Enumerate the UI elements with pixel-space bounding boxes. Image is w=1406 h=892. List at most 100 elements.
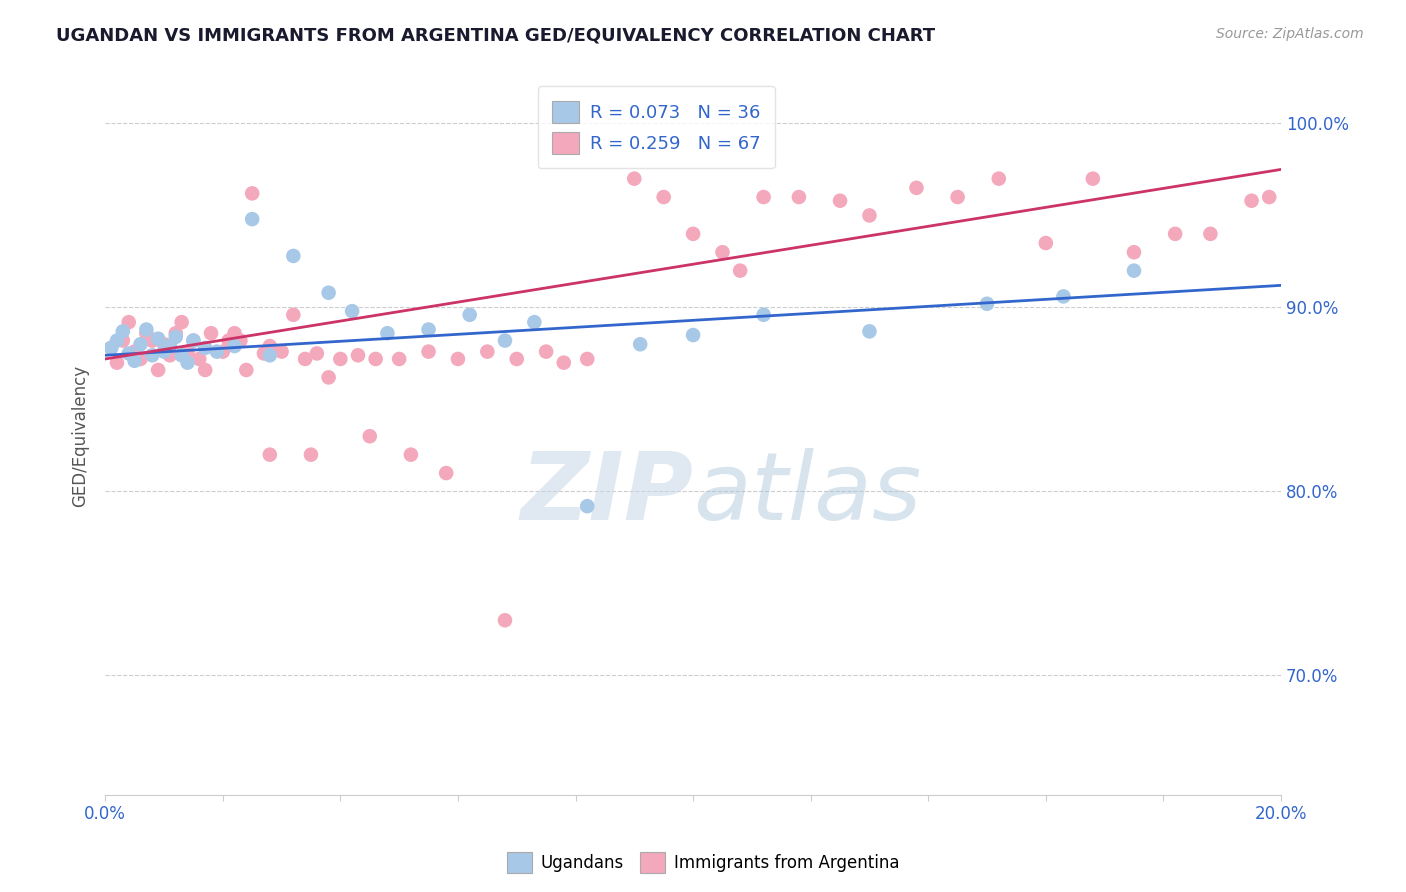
Point <box>118 346 141 360</box>
Point <box>682 227 704 241</box>
Point <box>534 344 557 359</box>
Point <box>118 315 141 329</box>
Legend: R = 0.073   N = 36, R = 0.259   N = 67: R = 0.073 N = 36, R = 0.259 N = 67 <box>537 87 775 169</box>
Point <box>1081 171 1104 186</box>
Point <box>506 351 529 366</box>
Point <box>418 322 440 336</box>
Point <box>218 334 240 348</box>
Point <box>1258 190 1281 204</box>
Point <box>153 337 176 351</box>
Point <box>259 339 281 353</box>
Point <box>270 344 292 359</box>
Text: ZIP: ZIP <box>520 448 693 540</box>
Point <box>224 326 246 341</box>
Point <box>299 448 322 462</box>
Point <box>159 348 181 362</box>
Point <box>1123 263 1146 277</box>
Point <box>987 171 1010 186</box>
Legend: Ugandans, Immigrants from Argentina: Ugandans, Immigrants from Argentina <box>501 846 905 880</box>
Point <box>283 249 305 263</box>
Point <box>752 308 775 322</box>
Point <box>194 341 217 355</box>
Point <box>494 613 516 627</box>
Point <box>141 334 163 348</box>
Point <box>200 326 222 341</box>
Point <box>111 324 134 338</box>
Point <box>124 344 146 359</box>
Point <box>153 344 176 359</box>
Point <box>359 429 381 443</box>
Point <box>340 304 363 318</box>
Point <box>100 341 122 355</box>
Point <box>858 209 880 223</box>
Point <box>787 190 810 204</box>
Point <box>858 324 880 338</box>
Point <box>399 448 422 462</box>
Point <box>623 171 645 186</box>
Point <box>188 351 211 366</box>
Point <box>135 326 157 341</box>
Text: atlas: atlas <box>693 448 921 539</box>
Point <box>124 353 146 368</box>
Point <box>111 334 134 348</box>
Point <box>141 348 163 362</box>
Point <box>100 341 122 355</box>
Point <box>388 351 411 366</box>
Point <box>305 346 328 360</box>
Point <box>728 263 751 277</box>
Point <box>1052 289 1074 303</box>
Point <box>146 363 169 377</box>
Point <box>318 370 340 384</box>
Point <box>146 332 169 346</box>
Point <box>364 351 387 366</box>
Point <box>1199 227 1222 241</box>
Point <box>711 245 734 260</box>
Point <box>628 337 651 351</box>
Point <box>176 344 198 359</box>
Point <box>294 351 316 366</box>
Point <box>129 337 152 351</box>
Point <box>259 348 281 362</box>
Point <box>458 308 481 322</box>
Point <box>905 181 928 195</box>
Point <box>105 334 128 348</box>
Point <box>329 351 352 366</box>
Point <box>235 363 257 377</box>
Point <box>377 326 399 341</box>
Point <box>176 356 198 370</box>
Point <box>652 190 675 204</box>
Point <box>828 194 851 208</box>
Point <box>129 351 152 366</box>
Point <box>170 315 193 329</box>
Point <box>159 339 181 353</box>
Text: UGANDAN VS IMMIGRANTS FROM ARGENTINA GED/EQUIVALENCY CORRELATION CHART: UGANDAN VS IMMIGRANTS FROM ARGENTINA GED… <box>56 27 935 45</box>
Point <box>259 448 281 462</box>
Point <box>1240 194 1263 208</box>
Point <box>183 334 205 348</box>
Point <box>418 344 440 359</box>
Point <box>576 499 599 513</box>
Point <box>1035 235 1057 250</box>
Point <box>347 348 370 362</box>
Point <box>318 285 340 300</box>
Point <box>240 186 263 201</box>
Point <box>494 334 516 348</box>
Point <box>752 190 775 204</box>
Point <box>976 297 998 311</box>
Point <box>434 466 457 480</box>
Point <box>553 356 575 370</box>
Point <box>576 351 599 366</box>
Point <box>224 339 246 353</box>
Point <box>447 351 470 366</box>
Point <box>165 330 187 344</box>
Point <box>946 190 969 204</box>
Point <box>194 363 217 377</box>
Point <box>105 356 128 370</box>
Point <box>1123 245 1146 260</box>
Point <box>170 348 193 362</box>
Point <box>477 344 499 359</box>
Y-axis label: GED/Equivalency: GED/Equivalency <box>72 365 89 508</box>
Point <box>253 346 276 360</box>
Point <box>240 212 263 227</box>
Point <box>283 308 305 322</box>
